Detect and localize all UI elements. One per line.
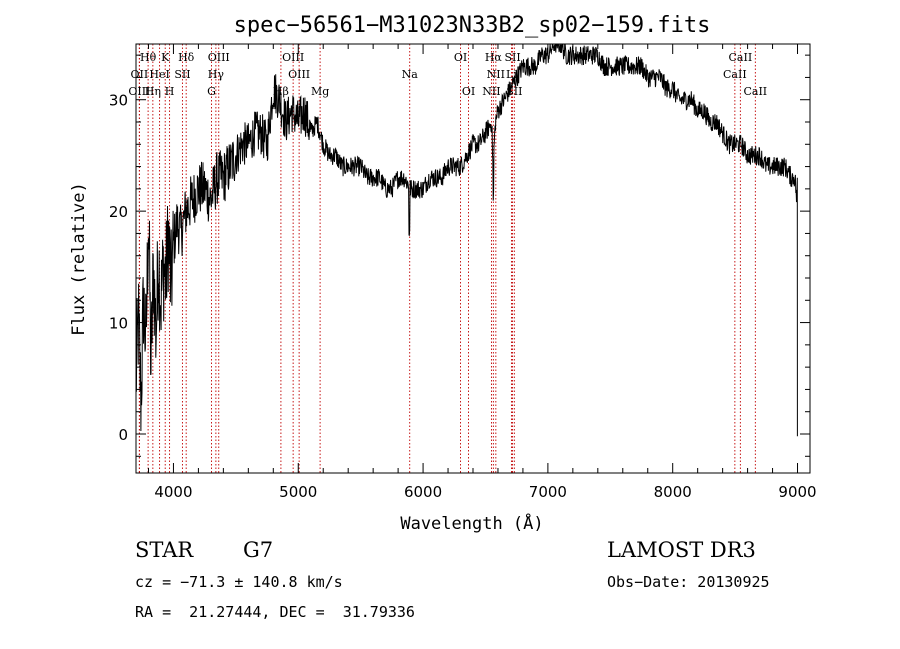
plot-frame	[135, 43, 811, 474]
y-tick-label-0: 0	[118, 426, 128, 444]
y-axis-label: Flux (relative)	[69, 182, 89, 336]
object-class: STAR	[135, 538, 194, 562]
observation-date: Obs−Date: 20130925	[607, 573, 770, 591]
line-label-2: Hδ	[178, 51, 195, 64]
line-label-25: NII	[482, 85, 500, 98]
y-tick-label-1: 10	[109, 315, 128, 333]
line-label-24: OI	[462, 85, 475, 98]
line-label-18: OIII	[128, 85, 150, 98]
line-label-23: Mg	[311, 85, 329, 98]
line-label-16: Li	[506, 68, 517, 81]
x-tick-label-1: 5000	[279, 483, 317, 501]
line-label-19: Hη	[145, 85, 161, 98]
object-subclass: G7	[243, 538, 274, 562]
y-axis-ticks: 0 10 20 30	[109, 54, 810, 457]
line-label-11: SII	[174, 68, 190, 81]
x-axis-ticks: 4000 5000 6000 7000 8000 9000	[147, 44, 817, 501]
line-label-20: H	[165, 85, 175, 98]
line-label-9: OII	[131, 68, 149, 81]
survey-name: LAMOST DR3	[607, 538, 756, 562]
x-axis-label: Wavelength (Å)	[400, 512, 543, 534]
x-tick-label-3: 7000	[529, 483, 567, 501]
line-label-1: K	[161, 51, 170, 64]
line-label-12: Hγ	[208, 68, 225, 81]
line-label-7: SII	[504, 51, 520, 64]
x-tick-label-2: 6000	[404, 483, 442, 501]
line-label-8: CaII	[729, 51, 753, 64]
line-label-15: NII	[487, 68, 505, 81]
spectral-line-markers	[138, 44, 756, 473]
x-tick-label-4: 8000	[654, 483, 692, 501]
line-label-3: OIII	[208, 51, 230, 64]
line-label-14: Na	[402, 68, 419, 81]
y-tick-label-3: 30	[109, 92, 128, 110]
line-label-27: CaII	[743, 85, 767, 98]
line-label-10: HeI	[149, 68, 169, 81]
line-label-6: Hα	[485, 51, 503, 64]
line-label-13: OIII	[288, 68, 310, 81]
x-tick-label-5: 9000	[778, 483, 816, 501]
line-label-0: Hθ	[140, 51, 157, 64]
spectrum-line	[135, 43, 798, 437]
y-tick-label-2: 20	[109, 203, 128, 221]
line-label-21: G	[207, 85, 216, 98]
line-label-4: OIII	[282, 51, 304, 64]
chart-title: spec−56561−M31023N33B2_sp02−159.fits	[234, 13, 711, 38]
line-label-5: OI	[454, 51, 467, 64]
ra-dec-coordinates: RA = 21.27444, DEC = 31.79336	[135, 603, 415, 621]
line-label-17: CaII	[723, 68, 747, 81]
redshift-velocity: cz = −71.3 ± 140.8 km/s	[135, 573, 343, 591]
x-tick-label-0: 4000	[154, 483, 192, 501]
